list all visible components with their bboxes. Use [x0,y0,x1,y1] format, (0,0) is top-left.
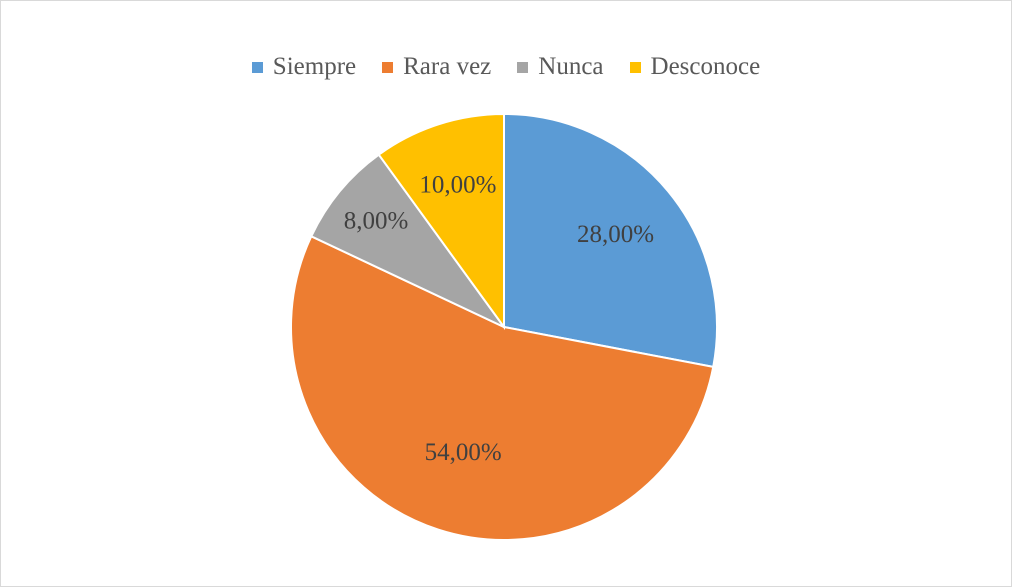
pie-slice-siempre [503,112,718,369]
legend-swatch-siempre [251,61,263,73]
legend-item-rara-vez: Rara vez [382,53,491,81]
legend-label-nunca: Nunca [538,53,604,80]
data-label-siempre: 28,00% [577,221,654,248]
legend-swatch-desconoce [629,61,641,73]
legend-label-siempre: Siempre [272,53,357,80]
data-label-nunca: 8,00% [344,208,409,235]
legend-item-desconoce: Desconoce [629,53,761,81]
pie-slice-desconoce [377,112,505,331]
data-label-desconoce: 10,00% [419,172,496,199]
legend: Siempre Rara vez Nunca Desconoce [1,53,1011,81]
legend-item-siempre: Siempre [251,53,357,81]
pie-labels: 28,00% 54,00% 8,00% 10,00% [344,172,654,466]
pie-slice-nunca [309,153,505,328]
legend-swatch-nunca [517,61,529,73]
data-label-rara-vez: 54,00% [425,439,502,466]
legend-item-nunca: Nunca [517,53,604,81]
pie-slices [290,112,718,541]
legend-label-desconoce: Desconoce [650,53,761,80]
pie-slice-rara-vez [290,234,715,541]
legend-label-rara-vez: Rara vez [403,53,492,80]
legend-swatch-rara-vez [382,61,394,73]
